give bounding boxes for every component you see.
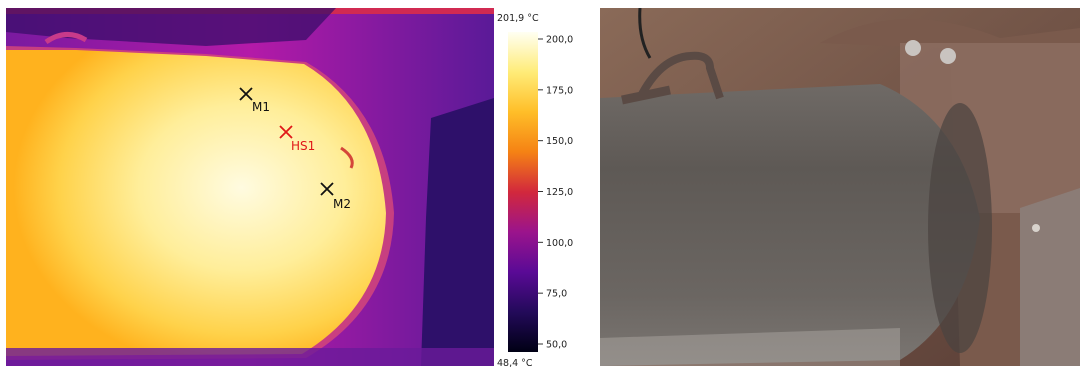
scale-tick-label: 75,0	[546, 289, 567, 300]
hot-cylinder	[6, 50, 386, 356]
top-structure	[6, 8, 336, 46]
cable	[638, 7, 652, 59]
marker-hs1: HS1	[279, 125, 315, 153]
marker-m1: M1	[239, 87, 270, 114]
visual-photo	[600, 7, 1080, 366]
scale-tick-label: 175,0	[546, 85, 573, 96]
scale-tick-label: 50,0	[546, 340, 567, 351]
scale-bar	[508, 32, 538, 352]
scale-max-label: 201,9 °C	[497, 13, 539, 24]
bolt	[905, 40, 921, 56]
scale-tick-label: 125,0	[546, 187, 573, 198]
right-dark-panel	[421, 98, 494, 366]
scale-tick-label: 200,0	[546, 35, 573, 46]
scale-tick-label: 150,0	[546, 136, 573, 147]
side-plate	[1020, 188, 1080, 366]
color-scale: 201,9 °C 200,0 175,0 150,0 125,0 100,0 75,0 50…	[494, 0, 592, 369]
thermal-image: M1 HS1 M2	[6, 8, 494, 366]
scale-tick-label: 100,0	[546, 238, 573, 249]
scale-min-label: 48,4 °C	[497, 358, 533, 369]
bolt	[940, 48, 956, 64]
pipe-handle	[636, 51, 724, 100]
marker-m2: M2	[320, 182, 351, 211]
marker-m1-label: M1	[252, 100, 270, 114]
marker-hs1-label: HS1	[291, 139, 315, 153]
marker-m2-label: M2	[333, 197, 351, 211]
steel-pipe	[600, 84, 980, 366]
